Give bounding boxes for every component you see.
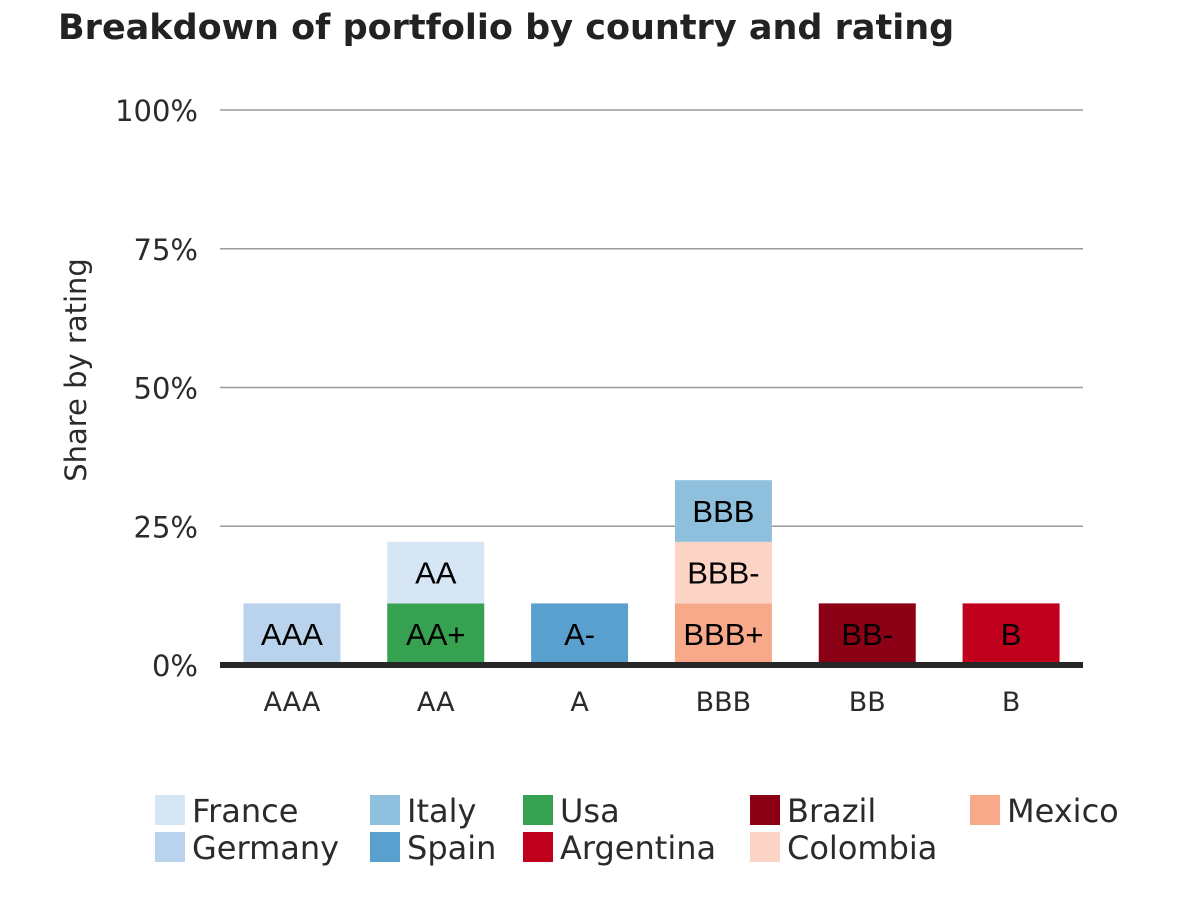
legend-swatch-brazil: [750, 795, 780, 825]
bar-segment-bbb-mexico: [674, 603, 772, 665]
gridlines: [220, 109, 1083, 527]
x-tick-label: A: [570, 687, 589, 718]
y-tick-label: 25%: [134, 510, 198, 544]
segment-label: BBB: [692, 494, 754, 529]
segment-label: A-: [564, 617, 595, 652]
segment-label: BB-: [841, 617, 893, 652]
segment-label: BBB+: [683, 617, 763, 652]
y-axis-ticks: 0% 25% 50% 75% 100%: [115, 94, 198, 683]
legend-label-mexico: Mexico: [1007, 792, 1119, 830]
bar-segment-aaa-germany: [243, 603, 341, 665]
legend-swatch-italy: [370, 795, 400, 825]
legend-swatch-colombia: [750, 832, 780, 862]
x-tick-label: AAA: [263, 687, 320, 718]
y-axis-label: Share by rating: [59, 258, 93, 482]
bar-segment-b-argentina: [962, 603, 1060, 665]
x-axis-ticks: AAA AA A BBB BB B: [263, 687, 1020, 718]
segment-label: B: [1001, 617, 1022, 652]
legend-swatch-argentina: [523, 832, 553, 862]
legend-label-brazil: Brazil: [787, 792, 876, 830]
legend-swatch-usa: [523, 795, 553, 825]
bar-segment-aa-usa: [387, 603, 485, 665]
x-tick-label: BB: [849, 687, 886, 718]
legend-swatch-france: [155, 795, 185, 825]
bars: AAA AA+ AA A- BBB+ BBB- BBB BB- B: [243, 480, 1060, 665]
legend-label-france: France: [192, 792, 298, 830]
bar-segment-bbb-italy: [674, 480, 772, 542]
legend-label-spain: Spain: [407, 829, 496, 867]
x-tick-label: B: [1002, 687, 1021, 718]
bar-segment-bb-brazil: [818, 603, 916, 665]
legend-label-argentina: Argentina: [560, 829, 716, 867]
bar-segment-a-spain: [531, 603, 629, 665]
legend-label-usa: Usa: [560, 792, 620, 830]
bar-segment-bbb-colombia: [674, 541, 772, 604]
y-tick-label: 0%: [152, 649, 198, 683]
segment-label: AA+: [406, 617, 465, 652]
segment-label: BBB-: [687, 556, 759, 591]
legend-label-italy: Italy: [407, 792, 476, 830]
y-tick-label: 100%: [115, 94, 198, 128]
legend-swatch-germany: [155, 832, 185, 862]
y-tick-label: 75%: [134, 233, 198, 267]
bar-segment-aa-france: [387, 541, 485, 604]
legend-swatch-mexico: [970, 795, 1000, 825]
x-tick-label: BBB: [696, 687, 752, 718]
legend-label-colombia: Colombia: [787, 829, 937, 867]
chart-title: Breakdown of portfolio by country and ra…: [58, 8, 955, 48]
y-tick-label: 50%: [134, 372, 198, 406]
segment-label: AAA: [261, 617, 323, 652]
segment-label: AA: [415, 556, 457, 591]
x-tick-label: AA: [417, 687, 455, 718]
legend-label-germany: Germany: [192, 829, 339, 867]
legend-swatch-spain: [370, 832, 400, 862]
